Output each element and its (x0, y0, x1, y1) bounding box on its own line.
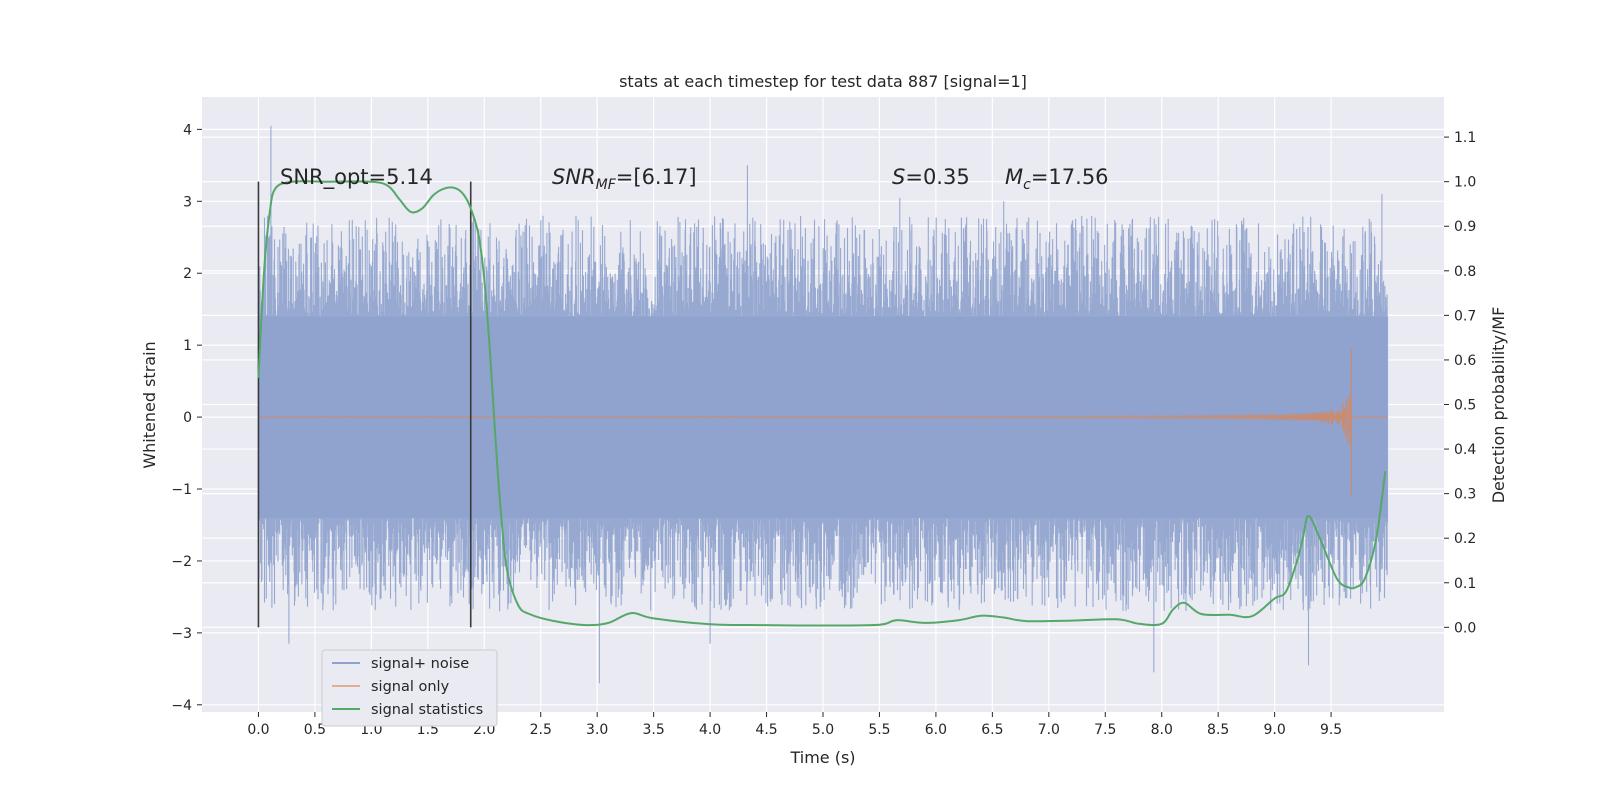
x-tick-label: 6.5 (981, 722, 1003, 738)
right-tick-label: 0.2 (1454, 531, 1476, 547)
y-tick-label: 2 (183, 266, 192, 282)
stats-series (257, 180, 1387, 627)
x-tick-label: 4.5 (755, 722, 777, 738)
chart-title: stats at each timestep for test data 887… (619, 72, 1027, 91)
legend: signal+ noise signal only signal statist… (321, 649, 498, 727)
y-tick-label: −2 (171, 554, 192, 570)
right-tick-label: 1.1 (1454, 130, 1476, 146)
x-tick-label: 7.0 (1038, 722, 1060, 738)
x-tick-label: 0.0 (247, 722, 269, 738)
right-tick-label: 0.5 (1454, 398, 1476, 414)
right-axis-ticks: 0.0 0.1 0.2 0.3 0.4 0.5 0.6 0.7 0.8 0.9 1.0 1.1 (1444, 130, 1476, 636)
x-axis-label: Time (s) (789, 748, 855, 767)
snr-mf-value: =[6.17] (616, 165, 697, 189)
signal-series (258, 348, 1388, 496)
right-tick-label: 0.9 (1454, 219, 1476, 235)
snr-mf-sub: MF (596, 177, 617, 193)
y-axis-label: Whitened strain (140, 341, 159, 468)
annotation-mc: Mc=17.56 (1005, 165, 1109, 193)
y-axis-ticks: −4 −3 −2 −1 0 1 2 3 4 (171, 122, 202, 714)
x-tick-label: 9.0 (1264, 722, 1286, 738)
legend-label-stats: signal statistics (371, 702, 483, 718)
right-tick-label: 0.7 (1454, 308, 1476, 324)
y-tick-label: 3 (183, 194, 192, 210)
right-tick-label: 0.0 (1454, 620, 1476, 636)
y-right-axis-label: Detection probability/MF (1489, 307, 1508, 504)
x-tick-label: 3.0 (586, 722, 608, 738)
mc-value: =17.56 (1031, 165, 1109, 189)
y-tick-label: 1 (183, 338, 192, 354)
vertical-markers (257, 181, 472, 628)
x-tick-label: 5.5 (868, 722, 890, 738)
annotation-s: S=0.35 (892, 165, 970, 189)
x-tick-label: 5.0 (812, 722, 834, 738)
right-tick-label: 0.3 (1454, 487, 1476, 503)
y-tick-label: −1 (171, 482, 192, 498)
snr-mf-base: SNR (552, 165, 596, 189)
right-tick-label: 0.8 (1454, 264, 1476, 280)
right-tick-label: 1.0 (1454, 175, 1476, 191)
x-tick-label: 9.5 (1320, 722, 1342, 738)
x-tick-label: 6.0 (925, 722, 947, 738)
mc-sub: c (1023, 177, 1031, 193)
stats-line (257, 180, 1387, 627)
y-tick-label: 4 (183, 122, 192, 138)
y-tick-label: 0 (183, 410, 192, 426)
legend-label-signal: signal only (371, 679, 450, 695)
x-tick-label: 8.5 (1207, 722, 1229, 738)
right-tick-label: 0.6 (1454, 353, 1476, 369)
right-tick-label: 0.4 (1454, 442, 1476, 458)
x-tick-label: 4.0 (699, 722, 721, 738)
x-tick-label: 2.5 (530, 722, 552, 738)
y-tick-label: −4 (171, 698, 192, 714)
y-tick-label: −3 (171, 626, 192, 642)
x-tick-label: 3.5 (643, 722, 665, 738)
s-label: S (892, 165, 905, 189)
x-tick-label: 8.0 (1151, 722, 1173, 738)
legend-label-noise: signal+ noise (371, 656, 469, 672)
legend-box (321, 649, 498, 727)
annotation-snr-mf: SNRMF=[6.17] (552, 165, 697, 193)
x-tick-label: 0.5 (304, 722, 326, 738)
annotation-snr-opt: SNR_opt=5.14 (280, 165, 433, 190)
s-value: =0.35 (905, 165, 969, 189)
mc-base: M (1005, 165, 1023, 189)
signal-trace (258, 348, 1388, 496)
x-tick-label: 7.5 (1094, 722, 1116, 738)
right-tick-label: 0.1 (1454, 576, 1476, 592)
